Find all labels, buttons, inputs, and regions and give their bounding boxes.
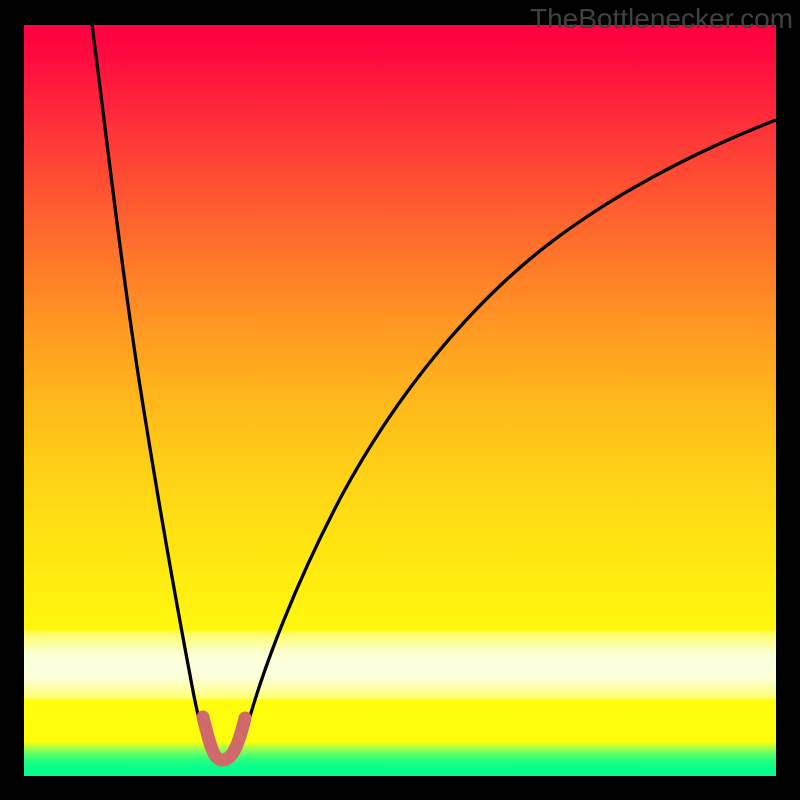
bottleneck-curve-layer — [24, 25, 776, 776]
border-left — [0, 0, 24, 800]
curve-right-branch — [233, 120, 776, 758]
watermark-text: TheBottlenecker.com — [530, 3, 793, 35]
curve-bottom-u-cap — [203, 717, 245, 760]
chart-container: TheBottlenecker.com — [0, 0, 800, 800]
plot-area — [24, 25, 776, 776]
border-bottom — [0, 776, 800, 800]
border-right — [776, 0, 800, 800]
curve-left-branch — [92, 25, 215, 758]
